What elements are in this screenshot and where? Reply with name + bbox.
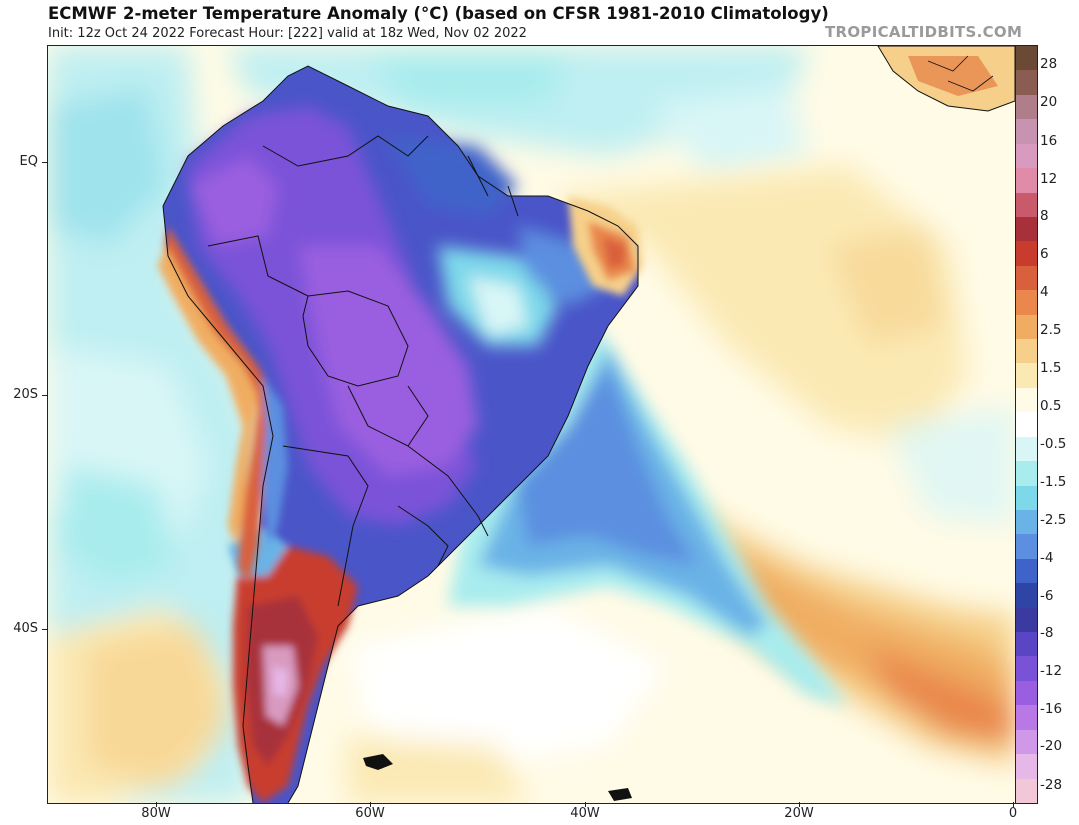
colorbar-segment <box>1016 46 1037 71</box>
colorbar-segment <box>1016 168 1037 193</box>
colorbar-segment <box>1016 265 1037 291</box>
colorbar-label: -1.5 <box>1040 474 1067 490</box>
colorbar-segment <box>1016 290 1037 316</box>
colorbar-segment <box>1016 70 1037 96</box>
colorbar-segment <box>1016 192 1037 218</box>
lat-tick-40s <box>42 629 47 630</box>
colorbar-segment <box>1016 119 1037 145</box>
colorbar-segment <box>1016 534 1037 560</box>
colorbar-segment <box>1016 607 1037 633</box>
lon-label-0: 0 <box>1008 806 1018 821</box>
colorbar-label: -28 <box>1040 777 1063 793</box>
colorbar-segment <box>1016 314 1037 340</box>
colorbar <box>1015 45 1038 804</box>
colorbar-segment <box>1016 461 1037 487</box>
small-islands <box>363 754 632 801</box>
andes-strip <box>158 226 288 586</box>
map-subtitle: Init: 12z Oct 24 2022 Forecast Hour: [22… <box>48 26 527 41</box>
colorbar-label: -2.5 <box>1040 512 1067 528</box>
ne-brazil-warm-patch <box>568 196 643 296</box>
colorbar-label: -4 <box>1040 550 1054 566</box>
lon-label-60w: 60W <box>355 806 385 821</box>
colorbar-label: 28 <box>1040 56 1058 72</box>
south-atlantic-warm-band <box>88 166 1015 803</box>
colorbar-segment <box>1016 412 1037 438</box>
lon-tick-0 <box>1013 802 1014 807</box>
lon-label-80w: 80W <box>141 806 171 821</box>
colorbar-label: -20 <box>1040 738 1063 754</box>
colorbar-label: 1.5 <box>1040 360 1062 376</box>
lon-tick-80w <box>156 802 157 807</box>
colorbar-label: 12 <box>1040 171 1058 187</box>
lon-label-40w: 40W <box>570 806 600 821</box>
lon-tick-40w <box>585 802 586 807</box>
anomaly-map-canvas <box>48 46 1015 803</box>
colorbar-label: -16 <box>1040 701 1063 717</box>
lat-label-20s: 20S <box>13 387 38 402</box>
lat-label-eq: EQ <box>19 154 38 169</box>
lat-tick-20s <box>42 395 47 396</box>
colorbar-label: -6 <box>1040 588 1054 604</box>
north-atlantic-field <box>228 46 808 176</box>
site-credit: TROPICALTIDBITS.COM <box>825 23 1023 41</box>
colorbar-label: 0.5 <box>1040 398 1062 414</box>
colorbar-label: 8 <box>1040 208 1049 224</box>
colorbar-segment <box>1016 485 1037 511</box>
lat-tick-eq <box>42 162 47 163</box>
africa-corner <box>877 46 1015 112</box>
colorbar-segment <box>1016 680 1037 706</box>
colorbar-segment <box>1016 216 1037 242</box>
colorbar-label: 6 <box>1040 246 1049 262</box>
colorbar-segment <box>1016 387 1037 413</box>
lon-tick-20w <box>799 802 800 807</box>
colorbar-segment <box>1016 558 1037 584</box>
colorbar-label: 16 <box>1040 133 1058 149</box>
colorbar-segment <box>1016 94 1037 120</box>
colorbar-segment <box>1016 656 1037 682</box>
colorbar-segment <box>1016 754 1037 780</box>
colorbar-segment <box>1016 241 1037 267</box>
country-borders <box>162 65 639 803</box>
continent-cold-anomaly <box>188 106 608 526</box>
map-title: ECMWF 2-meter Temperature Anomaly (°C) (… <box>48 4 829 23</box>
colorbar-label: 2.5 <box>1040 322 1062 338</box>
lon-tick-60w <box>370 802 371 807</box>
colorbar-label: -8 <box>1040 625 1054 641</box>
colorbar-segment <box>1016 632 1037 657</box>
lon-label-20w: 20W <box>784 806 814 821</box>
colorbar-segment <box>1016 705 1037 731</box>
colorbar-segment <box>1016 363 1037 389</box>
colorbar-segment <box>1016 509 1037 535</box>
lat-label-40s: 40S <box>13 621 38 636</box>
colorbar-label: 4 <box>1040 284 1049 300</box>
colorbar-label: -12 <box>1040 663 1063 679</box>
anomaly-map[interactable] <box>47 45 1016 804</box>
colorbar-label: 20 <box>1040 94 1058 110</box>
colorbar-label: -0.5 <box>1040 436 1067 452</box>
colorbar-segment <box>1016 339 1037 364</box>
colorbar-segment <box>1016 583 1037 609</box>
colorbar-segment <box>1016 778 1037 804</box>
colorbar-segment <box>1016 143 1037 169</box>
colorbar-segment <box>1016 436 1037 462</box>
colorbar-segment <box>1016 729 1037 755</box>
